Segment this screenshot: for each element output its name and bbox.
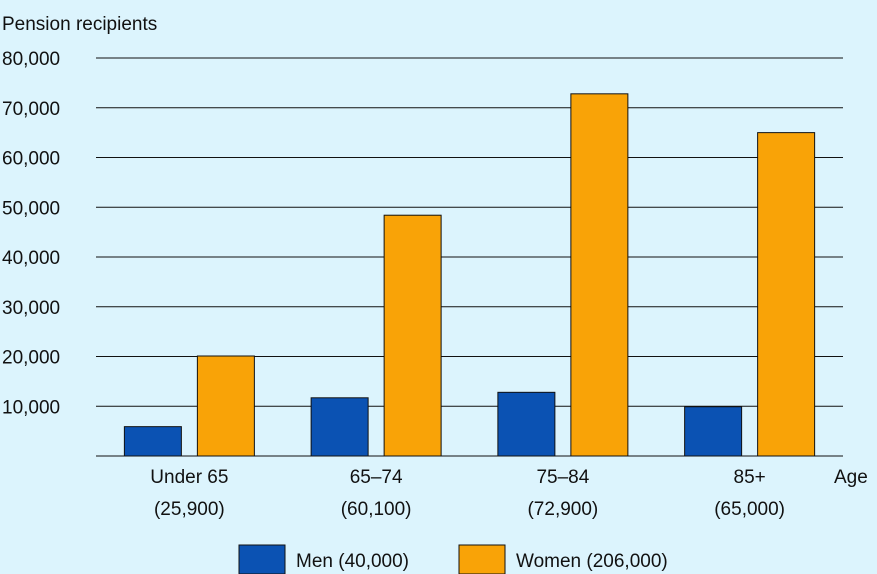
y-tick-label: 50,000 <box>2 198 60 219</box>
legend-label-men: Men (40,000) <box>296 551 409 572</box>
x-tick-total: (25,900) <box>154 499 225 520</box>
y-tick-label: 20,000 <box>2 348 60 369</box>
x-axis-label: Age <box>834 467 868 488</box>
legend-swatch-men <box>238 544 286 574</box>
bars <box>123 93 816 457</box>
legend: Men (40,000) Women (206,000) <box>238 544 668 574</box>
x-tick-label: 85+ <box>734 467 766 488</box>
x-tick-label: 65–74 <box>350 467 403 488</box>
x-tick-labels: Under 65 (25,900) 65–74 (60,100) 75–84 (72,90… <box>150 467 785 520</box>
x-tick-total: (72,900) <box>527 499 598 520</box>
y-tick-label: 60,000 <box>2 149 60 170</box>
x-tick-label: 75–84 <box>536 467 589 488</box>
y-tick-label: 30,000 <box>2 298 60 319</box>
bar-men-2 <box>497 391 556 457</box>
bar-men-0 <box>123 426 182 457</box>
x-tick-label: Under 65 <box>150 467 228 488</box>
y-tick-label: 40,000 <box>2 248 60 269</box>
bar-women-2 <box>570 93 629 457</box>
y-axis-label: Pension recipients <box>2 14 157 35</box>
legend-swatch-women <box>458 544 506 574</box>
y-tick-label: 80,000 <box>2 49 60 70</box>
bar-women-3 <box>757 132 816 457</box>
y-tick-label: 70,000 <box>2 99 60 120</box>
y-tick-labels: 10,000 20,000 30,000 40,000 50,000 60,000 70,0… <box>2 49 60 418</box>
legend-label-women: Women (206,000) <box>516 551 668 572</box>
bar-men-3 <box>684 406 743 457</box>
x-tick-total: (65,000) <box>714 499 785 520</box>
y-tick-label: 10,000 <box>2 397 60 418</box>
bar-women-0 <box>196 355 255 457</box>
bar-women-1 <box>383 214 442 457</box>
x-tick-total: (60,100) <box>341 499 412 520</box>
bar-men-1 <box>310 397 369 457</box>
